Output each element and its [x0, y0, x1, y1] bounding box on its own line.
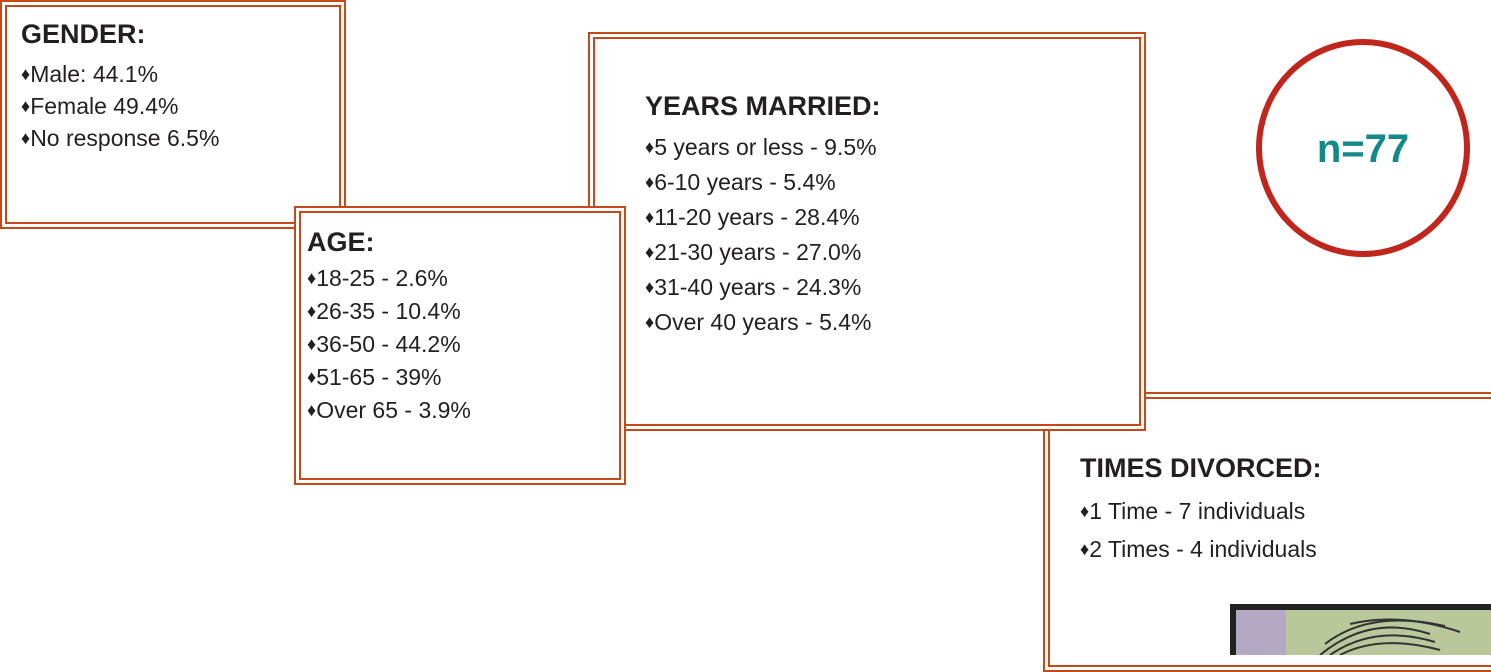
list-item: 18-25 - 2.6% [307, 262, 619, 295]
item-list: 18-25 - 2.6%26-35 - 10.4%36-50 - 44.2%51… [307, 262, 619, 427]
list-item: 21-30 years - 27.0% [645, 235, 1139, 270]
list-item: Over 40 years - 5.4% [645, 305, 1139, 340]
image-bg-left [1236, 610, 1286, 655]
list-item: No response 6.5% [21, 122, 325, 154]
slide: {"gender": {"title": "GENDER:", "items":… [0, 0, 1491, 655]
sample-size: n=77 [1317, 127, 1409, 171]
list-item: Female 49.4% [21, 90, 325, 122]
box-title: TIMES DIVORCED: [1080, 453, 1491, 484]
fingerprint-image [1230, 604, 1491, 655]
gender-box: GENDER: Male: 44.1%Female 49.4%No respons… [0, 0, 346, 229]
list-item: 5 years or less - 9.5% [645, 130, 1139, 165]
years-married-box: YEARS MARRIED: 5 years or less - 9.5%6-10… [588, 32, 1146, 431]
list-item: 51-65 - 39% [307, 361, 619, 394]
list-item: 11-20 years - 28.4% [645, 200, 1139, 235]
box-title: AGE: [307, 227, 619, 258]
item-list: 5 years or less - 9.5%6-10 years - 5.4%1… [645, 130, 1139, 340]
list-item: 6-10 years - 5.4% [645, 165, 1139, 200]
list-item: Male: 44.1% [21, 58, 325, 90]
list-item: 2 Times - 4 individuals [1080, 530, 1491, 568]
list-item: 36-50 - 44.2% [307, 328, 619, 361]
item-list: Male: 44.1%Female 49.4%No response 6.5% [21, 58, 325, 154]
age-box: AGE: 18-25 - 2.6%26-35 - 10.4%36-50 - 44.… [294, 206, 626, 485]
list-item: Over 65 - 3.9% [307, 394, 619, 427]
list-item: 26-35 - 10.4% [307, 295, 619, 328]
list-item: 1 Time - 7 individuals [1080, 492, 1491, 530]
box-title: GENDER: [21, 19, 325, 50]
list-item: 31-40 years - 24.3% [645, 270, 1139, 305]
sample-size-badge: n=77 [1255, 38, 1475, 262]
item-list: 1 Time - 7 individuals2 Times - 4 indivi… [1080, 492, 1491, 568]
box-title: YEARS MARRIED: [645, 91, 1139, 122]
